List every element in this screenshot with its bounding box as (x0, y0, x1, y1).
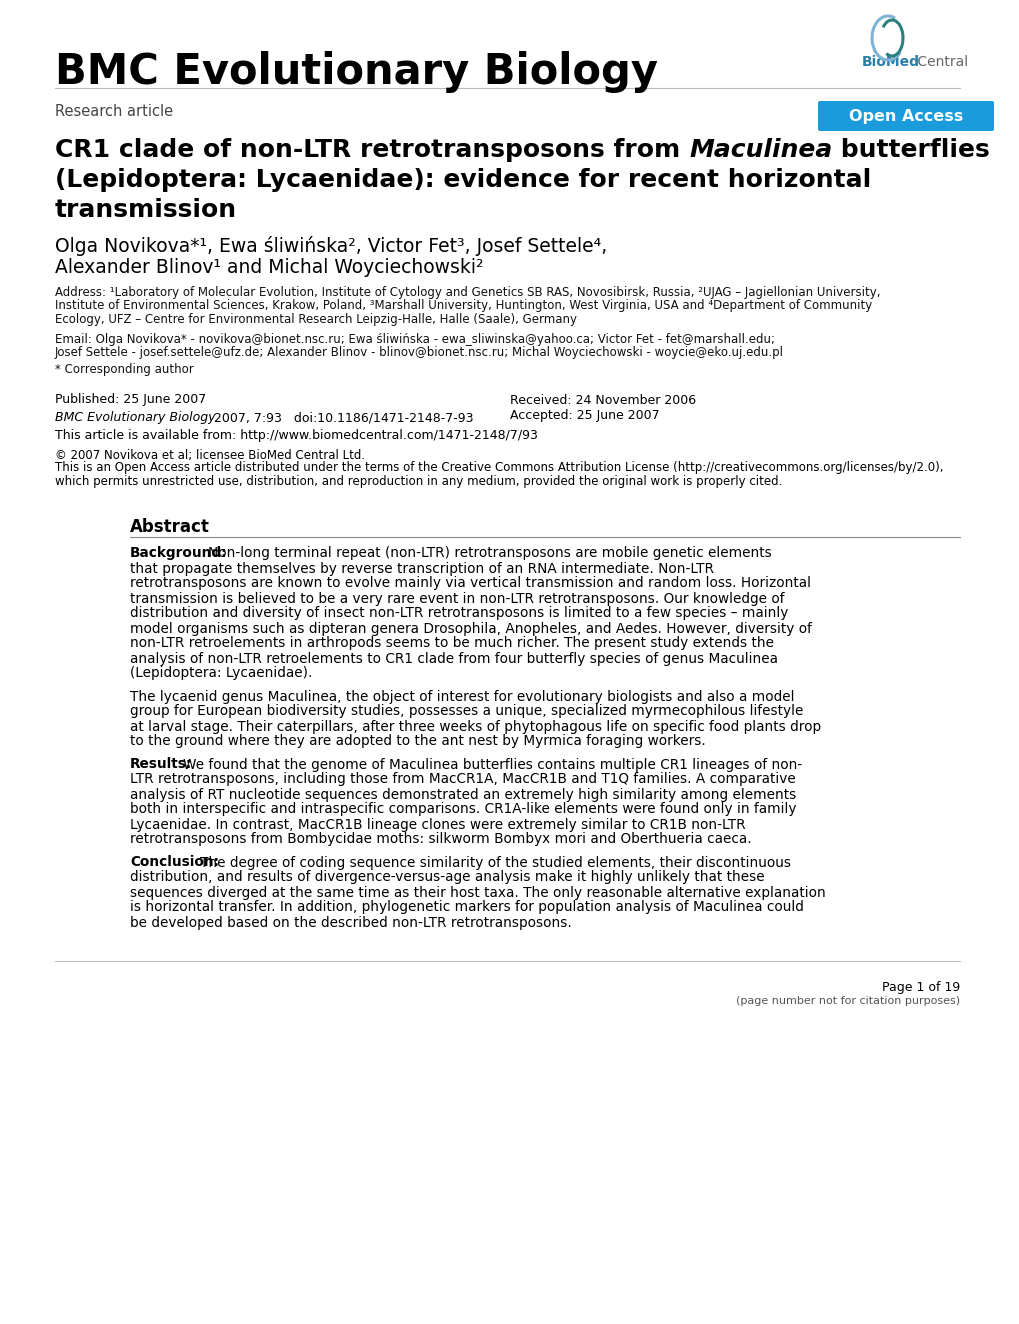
Text: model organisms such as dipteran genera Drosophila, Anopheles, and Aedes. Howeve: model organisms such as dipteran genera … (129, 621, 811, 636)
Text: (Lepidoptera: Lycaenidae).: (Lepidoptera: Lycaenidae). (129, 666, 312, 681)
Text: Page 1 of 19: Page 1 of 19 (880, 981, 959, 993)
Text: distribution, and results of divergence-versus-age analysis make it highly unlik: distribution, and results of divergence-… (129, 870, 764, 884)
Text: BMC Evolutionary Biology: BMC Evolutionary Biology (55, 52, 657, 93)
Text: LTR retrotransposons, including those from MacCR1A, MacCR1B and T1Q families. A : LTR retrotransposons, including those fr… (129, 772, 795, 786)
Text: Lycaenidae. In contrast, MacCR1B lineage clones were extremely similar to CR1B n: Lycaenidae. In contrast, MacCR1B lineage… (129, 817, 745, 831)
FancyBboxPatch shape (817, 101, 994, 131)
Text: The lycaenid genus Maculinea, the object of interest for evolutionary biologists: The lycaenid genus Maculinea, the object… (129, 690, 794, 703)
Text: Open Access: Open Access (848, 109, 962, 123)
Text: transmission: transmission (55, 199, 236, 222)
Text: BioMed: BioMed (861, 56, 919, 69)
Text: The degree of coding sequence similarity of the studied elements, their disconti: The degree of coding sequence similarity… (200, 855, 790, 870)
Text: distribution and diversity of insect non-LTR retrotransposons is limited to a fe: distribution and diversity of insect non… (129, 606, 788, 621)
Text: © 2007 Novikova et al; licensee BioMed Central Ltd.: © 2007 Novikova et al; licensee BioMed C… (55, 449, 365, 462)
Text: Central: Central (912, 56, 967, 69)
Text: analysis of non-LTR retroelements to CR1 clade from four butterfly species of ge: analysis of non-LTR retroelements to CR1… (129, 651, 777, 666)
Text: Accepted: 25 June 2007: Accepted: 25 June 2007 (510, 409, 659, 421)
Text: Ecology, UFZ – Centre for Environmental Research Leipzig-Halle, Halle (Saale), G: Ecology, UFZ – Centre for Environmental … (55, 312, 577, 326)
Text: Published: 25 June 2007: Published: 25 June 2007 (55, 393, 206, 406)
Text: to the ground where they are adopted to the ant nest by Myrmica foraging workers: to the ground where they are adopted to … (129, 735, 705, 748)
Text: analysis of RT nucleotide sequences demonstrated an extremely high similarity am: analysis of RT nucleotide sequences demo… (129, 788, 796, 801)
Text: be developed based on the described non-LTR retrotransposons.: be developed based on the described non-… (129, 915, 572, 929)
Text: Maculinea: Maculinea (688, 138, 832, 162)
Text: non-LTR retroelements in arthropods seems to be much richer. The present study e: non-LTR retroelements in arthropods seem… (129, 637, 773, 650)
Text: Institute of Environmental Sciences, Krakow, Poland, ³Marshall University, Hunti: Institute of Environmental Sciences, Kra… (55, 299, 871, 312)
Text: 2007, 7:93   doi:10.1186/1471-2148-7-93: 2007, 7:93 doi:10.1186/1471-2148-7-93 (210, 412, 473, 425)
Text: Non-long terminal repeat (non-LTR) retrotransposons are mobile genetic elements: Non-long terminal repeat (non-LTR) retro… (208, 547, 771, 560)
Text: which permits unrestricted use, distribution, and reproduction in any medium, pr: which permits unrestricted use, distribu… (55, 474, 782, 487)
Text: Josef Settele - josef.settele@ufz.de; Alexander Blinov - blinov@bionet.nsc.ru; M: Josef Settele - josef.settele@ufz.de; Al… (55, 346, 784, 359)
Text: BMC Evolutionary Biology: BMC Evolutionary Biology (55, 412, 215, 425)
Text: butterflies: butterflies (832, 138, 989, 162)
Text: Background:: Background: (129, 547, 227, 560)
Text: Alexander Blinov¹ and Michal Woyciechowski²: Alexander Blinov¹ and Michal Woyciechows… (55, 258, 483, 277)
Text: (Lepidoptera: Lycaenidae): evidence for recent horizontal: (Lepidoptera: Lycaenidae): evidence for … (55, 168, 870, 192)
Text: that propagate themselves by reverse transcription of an RNA intermediate. Non-L: that propagate themselves by reverse tra… (129, 561, 713, 576)
Text: This article is available from: http://www.biomedcentral.com/1471-2148/7/93: This article is available from: http://w… (55, 429, 537, 442)
Text: both in interspecific and intraspecific comparisons. CR1A-like elements were fou: both in interspecific and intraspecific … (129, 802, 796, 817)
Text: sequences diverged at the same time as their host taxa. The only reasonable alte: sequences diverged at the same time as t… (129, 886, 825, 899)
Text: Conclusion:: Conclusion: (129, 855, 219, 870)
Text: retrotransposons from Bombycidae moths: silkworm Bombyx mori and Oberthueria cae: retrotransposons from Bombycidae moths: … (129, 833, 751, 846)
Text: Abstract: Abstract (129, 519, 210, 536)
Text: at larval stage. Their caterpillars, after three weeks of phytophagous life on s: at larval stage. Their caterpillars, aft… (129, 719, 820, 733)
Text: Olga Novikova*¹, Ewa śliwińska², Victor Fet³, Josef Settele⁴,: Olga Novikova*¹, Ewa śliwińska², Victor … (55, 236, 606, 256)
Text: Research article: Research article (55, 105, 173, 119)
Text: is horizontal transfer. In addition, phylogenetic markers for population analysi: is horizontal transfer. In addition, phy… (129, 900, 803, 915)
Text: transmission is believed to be a very rare event in non-LTR retrotransposons. Ou: transmission is believed to be a very ra… (129, 592, 784, 605)
Text: retrotransposons are known to evolve mainly via vertical transmission and random: retrotransposons are known to evolve mai… (129, 576, 810, 591)
Text: Results:: Results: (129, 757, 192, 772)
Text: Email: Olga Novikova* - novikova@bionet.nsc.ru; Ewa śliwińska - ewa_sliwinska@ya: Email: Olga Novikova* - novikova@bionet.… (55, 332, 774, 346)
Text: CR1 clade of non-LTR retrotransposons from: CR1 clade of non-LTR retrotransposons fr… (55, 138, 688, 162)
Text: Received: 24 November 2006: Received: 24 November 2006 (510, 393, 695, 406)
Text: group for European biodiversity studies, possesses a unique, specialized myrmeco: group for European biodiversity studies,… (129, 704, 803, 719)
Text: Address: ¹Laboratory of Molecular Evolution, Institute of Cytology and Genetics : Address: ¹Laboratory of Molecular Evolut… (55, 286, 879, 299)
Text: We found that the genome of Maculinea butterflies contains multiple CR1 lineages: We found that the genome of Maculinea bu… (182, 757, 802, 772)
Text: * Corresponding author: * Corresponding author (55, 364, 194, 376)
Text: (page number not for citation purposes): (page number not for citation purposes) (735, 996, 959, 1005)
Text: This is an Open Access article distributed under the terms of the Creative Commo: This is an Open Access article distribut… (55, 462, 943, 474)
